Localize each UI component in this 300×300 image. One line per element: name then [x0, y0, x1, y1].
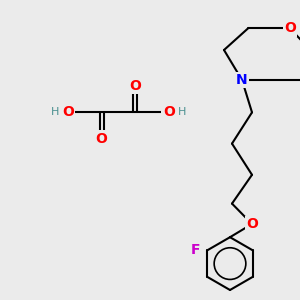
Text: O: O [284, 21, 296, 35]
Text: O: O [246, 217, 258, 231]
Text: O: O [96, 132, 107, 146]
Text: F: F [190, 243, 200, 257]
Text: N: N [236, 73, 248, 87]
Text: H: H [51, 107, 59, 117]
Text: O: O [62, 105, 74, 119]
Text: O: O [129, 79, 141, 93]
Text: O: O [163, 105, 175, 119]
Text: H: H [178, 107, 186, 117]
